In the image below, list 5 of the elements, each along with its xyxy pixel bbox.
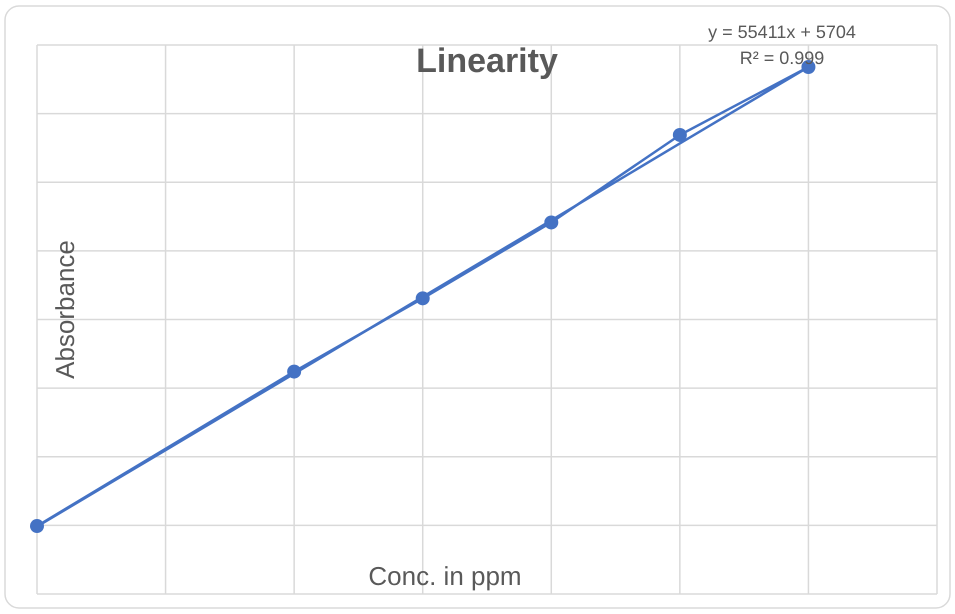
x-axis-title: Conc. in ppm: [368, 561, 522, 591]
text: y = 55411x + 5704: [708, 22, 856, 42]
annotation: R² = 0.999: [740, 48, 824, 68]
y-axis-title: Absorbance: [50, 240, 80, 379]
chart-title: Linearity: [416, 42, 558, 80]
